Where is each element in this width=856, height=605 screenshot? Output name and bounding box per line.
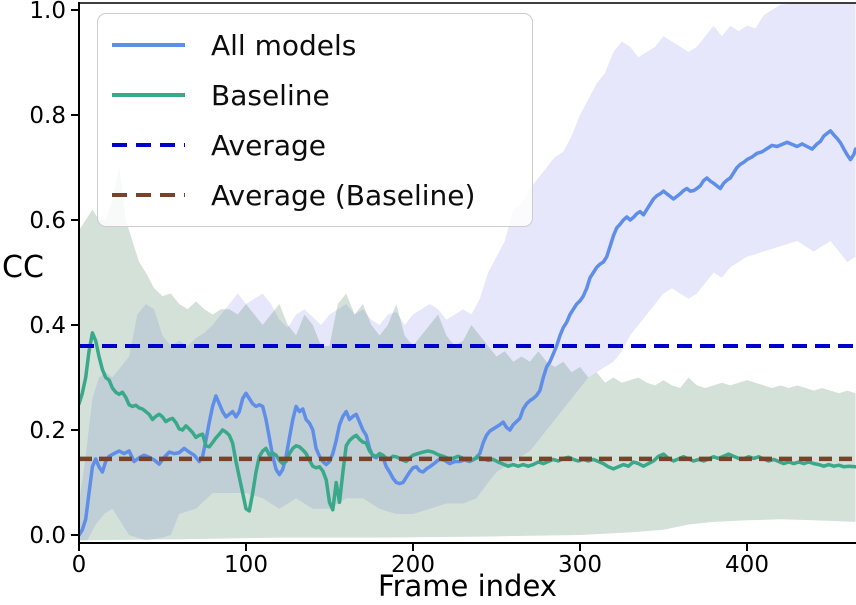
- x-tick-label: 300: [558, 552, 602, 578]
- x-axis-label: Frame index: [378, 569, 557, 603]
- all-models-line-swatch: [112, 43, 185, 47]
- legend-item-average-baseline: Average (Baseline): [112, 175, 532, 215]
- legend-box: All models Baseline Average Average (Bas…: [97, 13, 533, 227]
- legend-item-baseline: Baseline: [112, 75, 532, 115]
- y-axis-label: CC: [2, 250, 44, 285]
- x-tick-label: 200: [391, 552, 435, 578]
- legend-item-all-models: All models: [112, 25, 532, 65]
- y-tick-label: 0.4: [29, 313, 66, 339]
- x-tick-label: 0: [72, 552, 87, 578]
- average-baseline-dashed-swatch: [112, 192, 185, 198]
- y-tick-label: 0.8: [29, 103, 66, 129]
- legend-item-average: Average: [112, 125, 532, 165]
- y-tick-label: 0.6: [29, 208, 66, 234]
- legend-label-average: Average: [211, 128, 326, 162]
- baseline-line-swatch: [112, 93, 185, 97]
- baseline-line: [79, 331, 856, 513]
- legend-label-baseline: Baseline: [211, 78, 330, 112]
- legend-label-average-baseline: Average (Baseline): [211, 178, 476, 212]
- x-tick-label: 100: [224, 552, 268, 578]
- baseline-confidence-band: [79, 167, 856, 541]
- y-tick-label: 0.0: [29, 523, 66, 549]
- x-tick-label: 400: [725, 552, 769, 578]
- legend-label-all-models: All models: [211, 28, 357, 62]
- y-tick-label: 1.0: [29, 0, 66, 24]
- average-dashed-swatch: [112, 143, 185, 147]
- all-models-confidence-band: [79, 3, 856, 541]
- y-tick-label: 0.2: [29, 418, 66, 444]
- all-models-line: [79, 129, 856, 537]
